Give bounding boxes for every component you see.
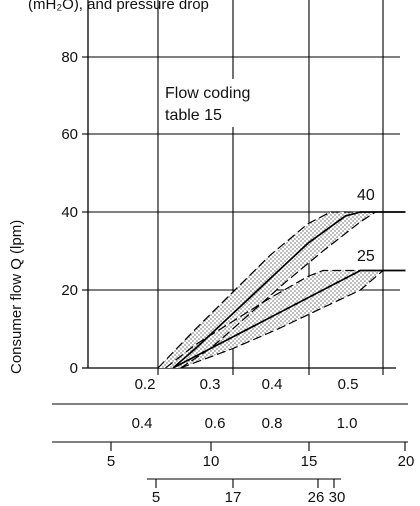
annotation-line-2: table 15 (165, 107, 222, 124)
x-scale-1-label: 0.3 (200, 376, 221, 393)
top-caption: (mH₂O), and pressure drop (28, 0, 209, 13)
series-40-line (172, 211, 406, 369)
series-layer (157, 211, 406, 369)
x-scale-1-label: 0.4 (262, 376, 283, 393)
y-tick-label: 0 (70, 360, 78, 377)
y-tick-label: 60 (61, 126, 78, 143)
series-40-upper-dashed (157, 211, 361, 369)
x-scale-3-label: 10 (203, 453, 220, 470)
x-scale-3-label: 5 (107, 453, 115, 470)
series-40-lower-dashed (180, 211, 376, 369)
x-scale-2-label: 0.4 (132, 415, 153, 432)
grid (88, 0, 400, 368)
x-scale-4: 5 17 26 30 (147, 478, 346, 506)
y-tick-label: 80 (61, 49, 78, 66)
series-25-upper-dashed (165, 269, 361, 369)
x-scale-4-label: 5 (152, 489, 160, 506)
annotation-line-1: Flow coding (165, 85, 250, 102)
x-scale-4-label: 30 (329, 489, 346, 506)
x-scale-3-label: 15 (301, 453, 318, 470)
x-scale-3: 5 10 15 20 (52, 441, 415, 470)
y-axis-title: Consumer flow Q (lpm) (8, 220, 25, 374)
x-scale-1-label: 0.5 (338, 376, 359, 393)
x-scale-2-label: 1.0 (337, 415, 358, 432)
y-ticks: 80 60 40 20 0 (61, 49, 88, 377)
x-scale-2-label: 0.8 (262, 415, 283, 432)
x-scale-4-label: 17 (225, 489, 242, 506)
series-25-lower-dashed (180, 270, 384, 369)
axes (82, 0, 396, 369)
series-25-line (172, 269, 406, 369)
x-scale-3-label: 20 (398, 453, 415, 470)
x-scale-1: 0.2 0.3 0.4 0.5 (135, 368, 384, 393)
x-scale-4-label: 26 (308, 489, 325, 506)
annotation-backdrop (160, 79, 292, 127)
x-scale-1-label: 0.2 (135, 376, 156, 393)
y-tick-label: 20 (61, 282, 78, 299)
series-40-label: 40 (357, 187, 375, 204)
series-25-label: 25 (357, 248, 375, 265)
y-tick-label: 40 (61, 204, 78, 221)
x-scale-2-label: 0.6 (205, 415, 226, 432)
x-scale-2: 0.4 0.6 0.8 1.0 (52, 403, 408, 432)
band-40 (158, 212, 376, 368)
